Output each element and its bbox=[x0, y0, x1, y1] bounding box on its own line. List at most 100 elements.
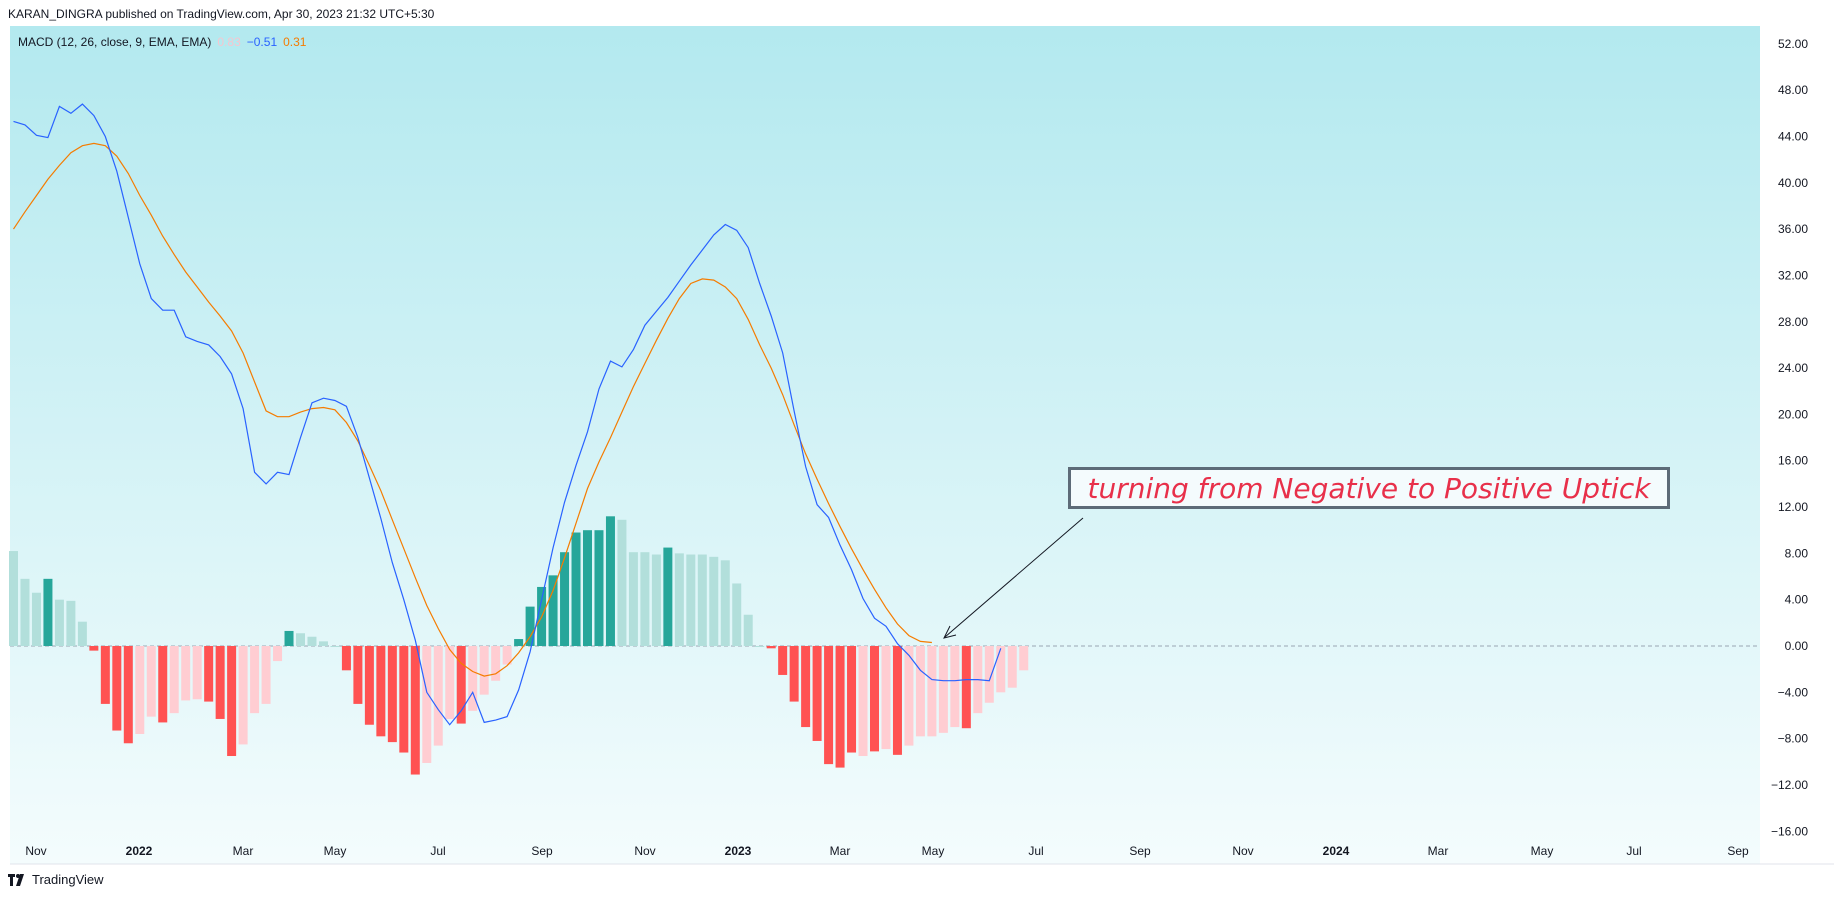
y-tick-label: 52.00 bbox=[1778, 37, 1808, 51]
histogram-bar bbox=[858, 646, 868, 757]
legend-title: MACD (12, 26, close, 9, EMA, EMA) bbox=[18, 35, 212, 49]
histogram-bar bbox=[307, 636, 317, 646]
histogram-bar bbox=[617, 519, 627, 646]
histogram-bar bbox=[169, 646, 179, 714]
histogram-bar bbox=[514, 639, 524, 646]
histogram-bar bbox=[789, 646, 799, 702]
histogram-bar bbox=[31, 592, 41, 646]
histogram-bar bbox=[433, 646, 443, 746]
histogram-bar bbox=[663, 547, 673, 646]
histogram-bar bbox=[571, 532, 581, 646]
y-tick-label: 20.00 bbox=[1778, 407, 1808, 421]
histogram-bar bbox=[181, 646, 191, 701]
histogram-bar bbox=[548, 575, 558, 646]
histogram-bar bbox=[89, 646, 99, 651]
x-tick-label: May bbox=[324, 844, 347, 858]
y-tick-label: 32.00 bbox=[1778, 268, 1808, 282]
histogram-bar bbox=[227, 646, 237, 757]
x-tick-label: Sep bbox=[531, 844, 553, 858]
footer-brand[interactable]: TradingView bbox=[8, 872, 104, 887]
histogram-bar bbox=[950, 646, 960, 728]
histogram-bar bbox=[1019, 646, 1029, 671]
histogram-bar bbox=[410, 646, 420, 775]
y-tick-label: −4.00 bbox=[1778, 685, 1809, 699]
x-tick-label: 2023 bbox=[725, 844, 752, 858]
histogram-bar bbox=[778, 646, 788, 675]
histogram-bar bbox=[651, 554, 661, 646]
histogram-bar bbox=[66, 600, 76, 646]
histogram-bar bbox=[238, 646, 248, 745]
macd-line bbox=[13, 103, 1002, 726]
histogram-bar bbox=[938, 646, 948, 733]
x-tick-label: 2022 bbox=[126, 844, 153, 858]
histogram-bar bbox=[847, 646, 857, 753]
histogram-bar bbox=[204, 646, 214, 702]
histogram-bar bbox=[674, 553, 684, 646]
legend-macd-value: −0.51 bbox=[246, 35, 278, 49]
y-tick-label: 8.00 bbox=[1785, 546, 1809, 560]
x-axis[interactable]: Nov 2022 Mar May Jul Sep Nov 2023 Mar May Jul Sep No… bbox=[25, 844, 1749, 858]
histogram-bar bbox=[387, 646, 397, 743]
y-tick-label: 16.00 bbox=[1778, 454, 1808, 468]
histogram-bar bbox=[135, 646, 145, 735]
y-tick-label: 12.00 bbox=[1778, 500, 1808, 514]
histogram-bar bbox=[43, 578, 53, 646]
histogram-bar bbox=[996, 646, 1006, 693]
histogram-bar bbox=[491, 646, 501, 681]
annotation-arrow bbox=[943, 517, 1084, 639]
histogram-bar bbox=[146, 646, 156, 717]
y-tick-label: −12.00 bbox=[1771, 778, 1808, 792]
histogram-bar bbox=[915, 646, 925, 737]
x-tick-label: Jul bbox=[430, 844, 445, 858]
histogram-bar bbox=[755, 646, 765, 647]
histogram-bar bbox=[801, 646, 811, 728]
histogram-bar bbox=[364, 646, 374, 725]
histogram-bar bbox=[341, 646, 351, 671]
histogram-bar bbox=[961, 646, 971, 729]
x-tick-label: May bbox=[1531, 844, 1554, 858]
histogram-bar bbox=[628, 552, 638, 646]
x-tick-label: Nov bbox=[25, 844, 46, 858]
y-tick-label: 28.00 bbox=[1778, 315, 1808, 329]
y-tick-label: 44.00 bbox=[1778, 129, 1808, 143]
histogram-bar bbox=[192, 646, 202, 700]
histogram-bar bbox=[904, 646, 914, 746]
histogram-bar bbox=[835, 646, 845, 768]
histogram-bar bbox=[560, 552, 570, 646]
histogram-bar bbox=[984, 646, 994, 703]
x-tick-label: May bbox=[922, 844, 945, 858]
x-tick-label: Jul bbox=[1028, 844, 1043, 858]
x-tick-label: Jul bbox=[1626, 844, 1641, 858]
histogram-bar bbox=[112, 646, 122, 731]
histogram-bar bbox=[158, 646, 168, 723]
publish-header: KARAN_DINGRA published on TradingView.co… bbox=[8, 7, 435, 21]
histogram-bar bbox=[318, 641, 328, 646]
histogram-bar bbox=[422, 646, 432, 763]
y-axis[interactable]: 52.00 48.00 44.00 40.00 36.00 32.00 28.00 24.00… bbox=[1771, 37, 1808, 838]
y-tick-label: 0.00 bbox=[1785, 639, 1809, 653]
histogram-bar bbox=[720, 560, 730, 646]
histogram-bar bbox=[284, 630, 294, 646]
annotation-callout[interactable]: turning from Negative to Positive Uptick bbox=[1068, 467, 1670, 509]
histogram-bar bbox=[445, 646, 455, 719]
histogram-bar bbox=[77, 621, 87, 646]
y-tick-label: 4.00 bbox=[1785, 593, 1809, 607]
signal-line bbox=[13, 142, 932, 677]
histogram-bar bbox=[250, 646, 260, 714]
histogram-bar bbox=[376, 646, 386, 737]
histogram-bar bbox=[892, 646, 902, 755]
histogram-bar bbox=[399, 646, 409, 753]
indicator-legend[interactable]: MACD (12, 26, close, 9, EMA, EMA) 0.83 −… bbox=[18, 35, 306, 49]
histogram-bar bbox=[743, 614, 753, 646]
x-tick-label: 2024 bbox=[1323, 844, 1350, 858]
histogram-bar bbox=[870, 646, 879, 752]
y-tick-label: 40.00 bbox=[1778, 176, 1808, 190]
histogram-bar bbox=[479, 646, 489, 695]
histogram-bar bbox=[525, 606, 535, 646]
histogram-bar bbox=[261, 646, 271, 704]
x-tick-label: Mar bbox=[233, 844, 254, 858]
legend-signal-value: 0.31 bbox=[283, 35, 307, 49]
histogram-bar bbox=[456, 646, 466, 724]
histogram-bar bbox=[881, 646, 891, 750]
x-tick-label: Nov bbox=[1232, 844, 1253, 858]
